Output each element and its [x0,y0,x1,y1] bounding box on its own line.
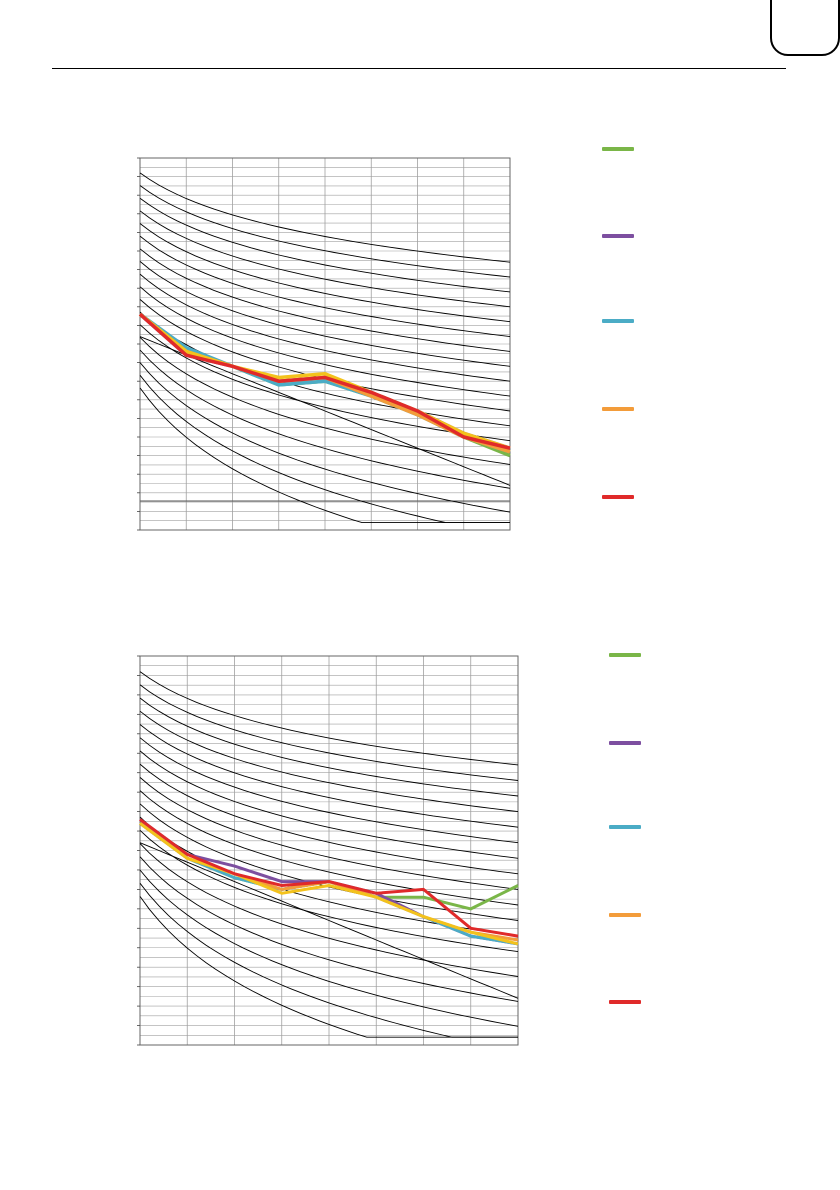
reference-curve [139,362,511,513]
legend-swatch-red [609,1000,641,1004]
reference-curve [139,172,511,263]
reference-curve [139,349,511,489]
legend-swatch-purple [609,741,641,745]
legend-swatch-green [609,653,641,657]
reference-curve [139,223,511,323]
legend-swatch-blue [609,825,641,829]
reference-curve [139,286,511,397]
reference-curve [139,273,511,382]
reference-curve [139,387,510,524]
header-rule [52,68,786,69]
legend-swatch-blue [602,319,634,323]
legend-swatch-green [602,147,634,151]
legend-swatch-orange [609,913,641,917]
legend-swatch-purple [602,234,634,238]
reference-curve [139,185,511,278]
reference-curve-diagonal [139,336,511,486]
reference-curve [139,261,511,367]
reference-curve [139,248,511,352]
reference-curve [139,235,511,338]
reference-curve [139,210,511,308]
page-corner-frame [770,0,840,56]
reference-curve [139,336,511,465]
legend-swatch-red [602,495,634,499]
legend-swatch-orange [602,407,634,411]
reference-curve [139,197,511,293]
